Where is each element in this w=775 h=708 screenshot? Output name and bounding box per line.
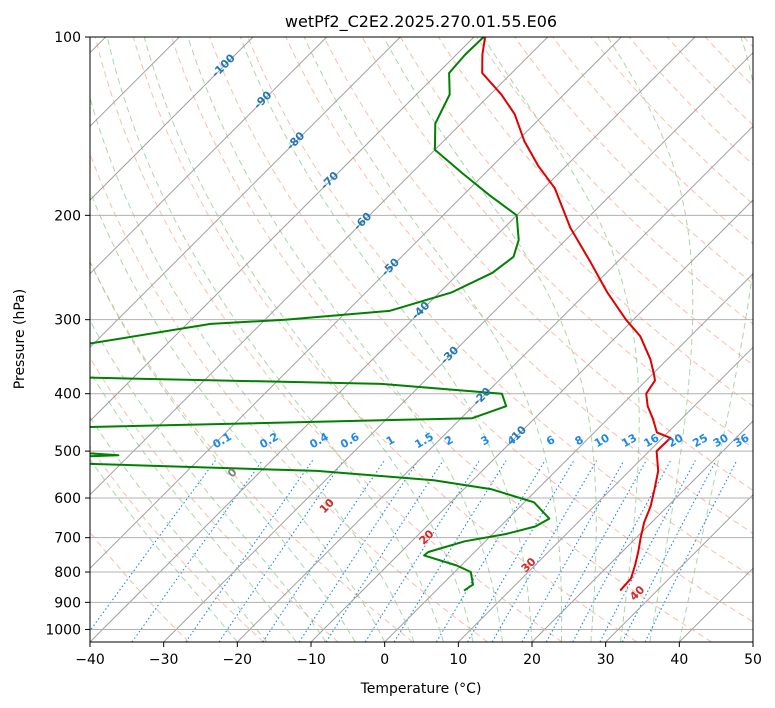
chart-title: wetPf2_C2E2.2025.270.01.55.E06 [285, 12, 557, 32]
y-tick-label: 700 [54, 531, 81, 547]
dry-adiabat-line [90, 260, 414, 642]
mixing-ratio-lines [90, 460, 738, 642]
isotherm-line [531, 420, 753, 642]
dry-adiabat-line [90, 446, 264, 642]
mixing-ratio-line [545, 460, 647, 642]
moist-adiabat-line [303, 37, 563, 642]
moist-adiabats [90, 37, 753, 642]
y-tick-label: 600 [54, 491, 81, 507]
x-tick-label: 0 [380, 652, 389, 668]
y-tick-label: 900 [54, 595, 81, 611]
moist-adiabat-line [106, 37, 445, 642]
isotherms [90, 37, 753, 642]
moist-adiabat-line [607, 37, 694, 642]
isotherm-line [90, 37, 328, 275]
dry-adiabat-line [628, 37, 753, 166]
temperature-profile-line [481, 37, 672, 592]
x-axis-label: Temperature (°C) [360, 681, 482, 697]
isotherm-line [384, 272, 753, 642]
dry-adiabat-line [132, 37, 638, 642]
moist-adiabat-line [90, 260, 356, 642]
x-tick-label: −10 [296, 652, 326, 668]
moist-adiabat-line [90, 370, 297, 642]
mixing-ratio-line [185, 460, 314, 642]
isotherm-line [90, 37, 549, 496]
dewpoint-profile-line [90, 37, 551, 592]
y-tick-label: 100 [54, 30, 81, 46]
y-tick-label: 800 [54, 565, 81, 581]
plot-frame [89, 36, 754, 643]
mixing-ratio-line [262, 460, 385, 642]
moist-adiabat-line [678, 37, 753, 642]
isotherm-line [605, 493, 753, 642]
moist-adiabat-line [90, 458, 238, 642]
moist-adiabat-line [90, 189, 386, 642]
isotherm-line [90, 37, 622, 570]
mixing-ratio-line [435, 460, 546, 642]
dry-adiabat-line [94, 37, 563, 642]
moist-adiabat-line [239, 37, 533, 642]
dry-adiabat-line [247, 37, 753, 578]
y-tick-label: 500 [54, 444, 81, 460]
isotherm-line [236, 125, 753, 642]
isotherm-line [90, 37, 401, 349]
x-tick-label: 30 [597, 652, 615, 668]
dry-adiabat-line [476, 37, 753, 325]
moist-adiabat-line [143, 37, 474, 642]
mixing-ratio-line [491, 460, 598, 642]
x-tick-label: −40 [75, 652, 105, 668]
moist-adiabat-line [90, 416, 268, 642]
isotherm-line [457, 346, 753, 642]
mixing-ratio-line [131, 460, 263, 642]
isotherm-line [163, 51, 753, 642]
isotherm-line [90, 37, 475, 422]
moist-adiabat-line [90, 319, 327, 642]
moist-adiabat-line [482, 37, 640, 642]
moist-adiabat-line [383, 37, 597, 642]
y-tick-label: 1000 [45, 622, 81, 638]
x-tick-label: 40 [670, 652, 688, 668]
plot-area: -100-90-80-70-60-50-40-30-20-100.1 0.2 0.4… [90, 37, 753, 642]
dry-adiabat-line [209, 37, 753, 623]
moist-adiabat-line [187, 37, 503, 642]
isotherm-line [90, 37, 254, 201]
x-tick-label: 20 [523, 652, 541, 668]
y-tick-label: 200 [54, 208, 81, 224]
x-axis: −40 −30 −20 −10 0 10 20 30 40 50 [75, 642, 762, 668]
mixing-ratio-line [218, 460, 344, 642]
isotherm-line [310, 199, 753, 642]
x-tick-label: 50 [744, 652, 762, 668]
x-tick-label: −20 [223, 652, 253, 668]
mixing-ratio-line [521, 460, 625, 642]
mixing-ratio-line [90, 460, 216, 632]
pressure-gridlines [90, 37, 753, 630]
y-axis: 100 200 300 400 500 600 700 800 900 1000 [45, 30, 90, 638]
dry-adiabat-line [399, 37, 753, 407]
y-tick-label: 300 [54, 313, 81, 329]
y-axis-label: Pressure (hPa) [12, 289, 28, 389]
dry-adiabat-line [514, 37, 753, 285]
sounding-series [90, 37, 672, 592]
mixing-ratio-line [644, 460, 738, 642]
y-tick-label: 400 [54, 387, 81, 403]
isotherm-line [90, 37, 696, 642]
dry-adiabat-line [323, 37, 753, 491]
mixing-ratio-line [298, 460, 419, 642]
x-tick-label: −30 [149, 652, 179, 668]
x-tick-label: 10 [449, 652, 467, 668]
mixing-ratio-line [467, 460, 575, 642]
